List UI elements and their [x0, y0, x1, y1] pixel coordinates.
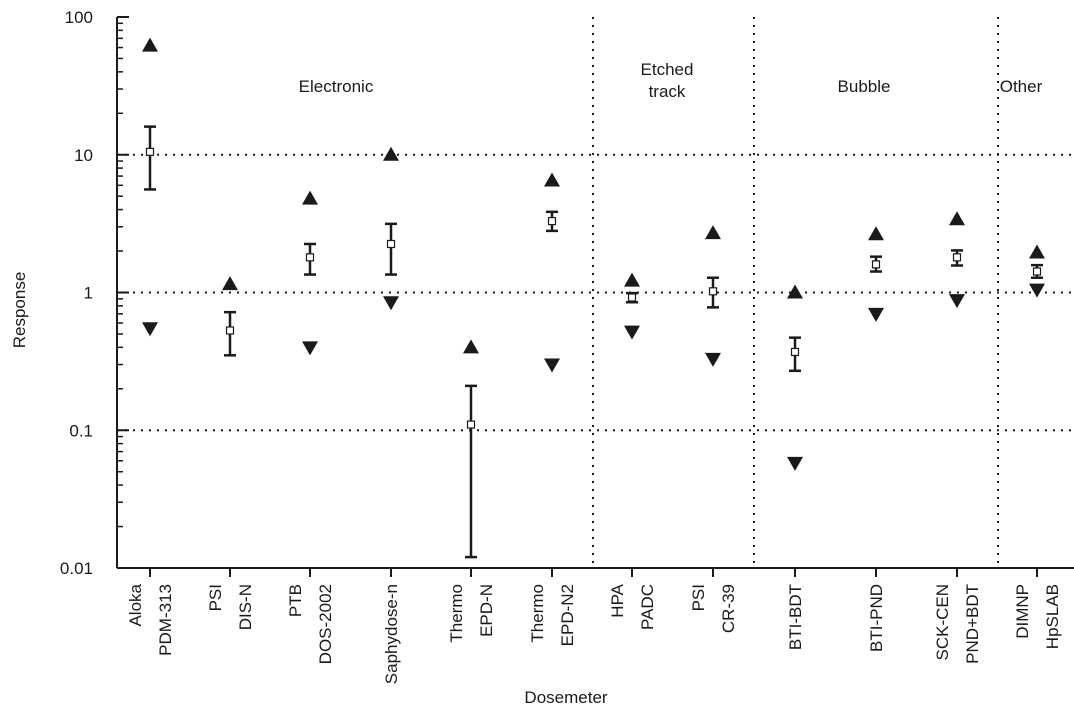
axes — [116, 16, 1074, 577]
category-label-psi-cr-39: CR-39 — [719, 584, 738, 633]
group-label-line: Bubble — [838, 77, 891, 96]
y-tick-label: 0.1 — [69, 421, 93, 440]
mean-marker-ptb-dos-2002 — [305, 253, 315, 262]
category-label-hpa-padc: PADC — [638, 584, 657, 630]
group-label-line: track — [649, 82, 686, 101]
y-tick-label: 0.01 — [60, 559, 93, 578]
category-label-sck-cen-pnd-bdt: PND+BDT — [963, 584, 982, 664]
group-label-other: Other — [1000, 77, 1043, 96]
y-tick-label: 100 — [65, 8, 93, 27]
min-marker-thermo-epd-n2 — [544, 358, 560, 373]
category-label-aloka-pdm-313: PDM-313 — [156, 584, 175, 656]
data-marks — [142, 37, 1045, 559]
group-label-line: Other — [1000, 77, 1043, 96]
max-marker-psi-dis-n — [222, 276, 238, 291]
category-label-saphydose-n: Saphydose-n — [382, 584, 401, 684]
category-label-bti-bdt: BTI-BDT — [786, 584, 805, 650]
category-label-psi-dis-n: DIS-N — [236, 584, 255, 630]
mean-marker-dimnp-hpslab — [1032, 267, 1042, 276]
max-marker-sck-cen-pnd-bdt — [949, 211, 965, 226]
max-marker-aloka-pdm-313 — [142, 37, 158, 52]
group-label-line: Etched — [641, 60, 694, 79]
category-label-bti-pnd: BTI-PND — [867, 584, 886, 652]
group-label-etched-track: Etched track — [641, 60, 694, 101]
min-marker-bti-pnd — [868, 307, 884, 322]
mean-marker-psi-cr-39 — [708, 287, 718, 296]
min-marker-dimnp-hpslab — [1029, 283, 1045, 298]
group-label-electronic: Electronic — [299, 77, 374, 96]
min-marker-saphydose-n — [383, 296, 399, 311]
max-marker-hpa-padc — [624, 272, 640, 287]
category-label-dimnp-hpslab: DIMNP — [1013, 584, 1032, 639]
y-axis-title: Response — [10, 272, 29, 349]
mean-marker-psi-dis-n — [225, 326, 235, 335]
category-label-thermo-epd-n: Thermo — [447, 584, 466, 643]
mean-marker-bti-pnd — [871, 260, 881, 269]
max-marker-psi-cr-39 — [705, 225, 721, 240]
mean-marker-saphydose-n — [386, 239, 396, 249]
max-marker-dimnp-hpslab — [1029, 244, 1045, 259]
max-marker-saphydose-n — [383, 146, 399, 161]
max-marker-bti-bdt — [787, 284, 803, 299]
category-label-sck-cen-pnd-bdt: SCK-CEN — [933, 584, 952, 661]
min-marker-hpa-padc — [624, 325, 640, 340]
min-marker-ptb-dos-2002 — [302, 341, 318, 356]
category-label-thermo-epd-n: EPD-N — [477, 584, 496, 637]
max-marker-thermo-epd-n — [463, 339, 479, 354]
max-marker-thermo-epd-n2 — [544, 172, 560, 187]
category-label-psi-cr-39: PSI — [689, 584, 708, 611]
mean-marker-thermo-epd-n — [466, 420, 476, 429]
category-label-aloka-pdm-313: Aloka — [126, 583, 145, 626]
y-tick-label: 10 — [74, 146, 93, 165]
mean-marker-bti-bdt — [790, 347, 800, 357]
category-label-psi-dis-n: PSI — [206, 584, 225, 611]
gridlines — [117, 17, 1074, 568]
x-axis-title: Dosemeter — [524, 688, 607, 707]
mean-marker-aloka-pdm-313 — [145, 147, 155, 156]
min-marker-sck-cen-pnd-bdt — [949, 294, 965, 309]
category-label-dimnp-hpslab: HpSLAB — [1043, 584, 1062, 649]
max-marker-bti-pnd — [868, 226, 884, 241]
max-marker-ptb-dos-2002 — [302, 190, 318, 205]
min-marker-psi-cr-39 — [705, 352, 721, 367]
group-label-line: Electronic — [299, 77, 374, 96]
mean-marker-thermo-epd-n2 — [547, 216, 557, 226]
category-label-hpa-padc: HPA — [608, 583, 627, 617]
mean-marker-hpa-padc — [627, 293, 637, 302]
group-label-bubble: Bubble — [838, 77, 891, 96]
min-marker-bti-bdt — [787, 456, 803, 471]
min-marker-aloka-pdm-313 — [142, 322, 158, 337]
y-tick-label: 1 — [84, 284, 93, 303]
mean-marker-sck-cen-pnd-bdt — [952, 253, 962, 262]
category-label-thermo-epd-n2: Thermo — [528, 584, 547, 643]
category-label-ptb-dos-2002: DOS-2002 — [316, 584, 335, 664]
category-label-ptb-dos-2002: PTB — [286, 584, 305, 617]
labels: 100 10 1 0.1 0.01 Electronic Etched track Bubble… — [60, 8, 1062, 684]
category-label-thermo-epd-n2: EPD-N2 — [558, 584, 577, 646]
